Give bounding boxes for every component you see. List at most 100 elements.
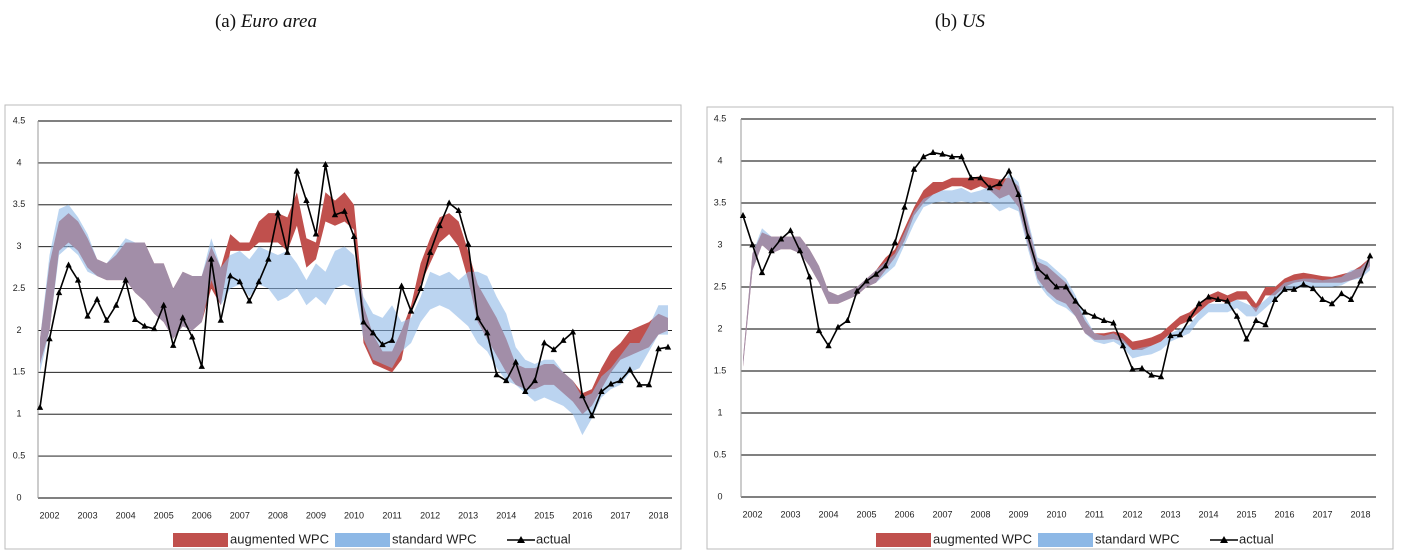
marker [891, 238, 899, 245]
marker [872, 270, 880, 277]
marker [84, 312, 91, 319]
marker [645, 381, 653, 388]
marker [550, 346, 558, 353]
caption-title: US [962, 11, 986, 32]
marker [1262, 321, 1269, 328]
x-tick-label: 2014 [496, 510, 516, 520]
marker [236, 278, 244, 285]
x-tick-label: 2011 [382, 510, 401, 520]
marker [1119, 342, 1127, 349]
marker [607, 380, 615, 387]
marker [503, 377, 510, 384]
marker [1043, 273, 1051, 280]
marker [1129, 365, 1136, 372]
marker [636, 381, 643, 388]
x-tick-label: 2007 [932, 509, 952, 519]
marker [1110, 319, 1117, 326]
x-tick-label: 2006 [192, 510, 212, 520]
marker [426, 248, 434, 255]
marker [93, 295, 101, 302]
marker [1271, 296, 1279, 302]
marker [863, 277, 870, 284]
legend-swatch [1038, 533, 1093, 547]
x-tick-label: 2003 [780, 509, 800, 519]
x-tick-label: 2013 [458, 510, 478, 520]
y-tick-label: 4 [16, 157, 21, 167]
x-tick-label: 2004 [116, 510, 136, 520]
y-tick-label: 3.5 [13, 199, 26, 209]
marker [853, 287, 861, 294]
marker [379, 341, 386, 348]
marker [1300, 280, 1307, 287]
x-tick-label: 2005 [154, 510, 174, 520]
y-tick-label: 3 [16, 241, 21, 251]
marker [920, 153, 927, 160]
marker [1319, 296, 1326, 302]
x-tick-label: 2009 [1008, 509, 1028, 519]
marker [141, 322, 148, 329]
marker [958, 153, 965, 160]
marker [227, 272, 234, 279]
marker [74, 276, 82, 283]
x-tick-label: 2004 [818, 509, 838, 519]
marker [1357, 277, 1364, 284]
marker [655, 345, 662, 352]
legend-swatch [335, 533, 390, 547]
x-tick-label: 2010 [344, 510, 364, 520]
marker [303, 196, 310, 203]
marker [1214, 296, 1222, 302]
legend-swatch [876, 533, 931, 547]
marker [758, 269, 766, 276]
y-tick-label: 2 [717, 323, 722, 333]
marker [1290, 285, 1298, 292]
marker [777, 235, 785, 242]
marker [910, 165, 918, 172]
marker [1167, 332, 1174, 339]
marker [834, 323, 842, 330]
marker [541, 339, 548, 346]
y-tick-label: 0 [16, 492, 21, 502]
marker [131, 315, 139, 322]
y-tick-label: 2 [16, 325, 21, 335]
x-tick-label: 2002 [742, 509, 762, 519]
x-tick-label: 2002 [39, 510, 59, 520]
marker [1243, 335, 1250, 342]
marker [198, 362, 205, 369]
x-tick-label: 2016 [572, 510, 592, 520]
legend-label: actual [536, 531, 571, 546]
marker [388, 336, 396, 343]
y-tick-label: 3 [717, 239, 722, 249]
marker [1366, 252, 1374, 259]
x-tick-label: 2015 [1236, 509, 1256, 519]
marker [1328, 300, 1336, 307]
marker [512, 358, 519, 365]
y-tick-label: 3.5 [714, 197, 727, 207]
marker [939, 150, 946, 157]
chart-panel: 0 0.5 1 1.5 2 2.5 3 3.5 4 4.5 2002 2003 2004 2005 2006… [706, 11, 1394, 550]
legend-marker [1220, 536, 1228, 543]
marker [331, 211, 339, 218]
marker [350, 233, 358, 240]
legend-marker [517, 536, 525, 543]
x-tick-label: 2015 [534, 510, 554, 520]
marker [967, 174, 975, 181]
marker [265, 255, 272, 262]
actual-line [742, 151, 1371, 378]
marker [796, 247, 804, 254]
x-tick-label: 2018 [648, 510, 668, 520]
marker [322, 160, 329, 167]
marker [398, 282, 405, 289]
marker [360, 318, 367, 325]
x-tick-label: 2012 [1122, 509, 1142, 519]
marker [284, 248, 291, 255]
x-tick-label: 2006 [894, 509, 914, 519]
marker [1062, 283, 1070, 290]
y-tick-label: 1 [717, 407, 722, 417]
marker [626, 366, 634, 373]
x-tick-label: 2014 [1198, 509, 1218, 519]
marker [341, 207, 348, 214]
marker [445, 199, 453, 206]
caption: (a) Euro area [215, 11, 317, 32]
marker [255, 278, 263, 285]
marker [579, 392, 586, 399]
